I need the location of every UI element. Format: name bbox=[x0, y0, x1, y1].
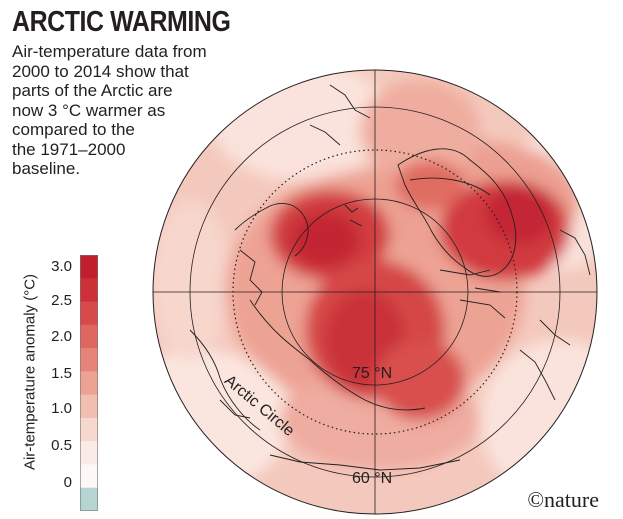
legend-tick: 1.0 bbox=[51, 400, 72, 417]
legend-swatch bbox=[80, 487, 98, 511]
meridians bbox=[153, 70, 597, 514]
legend-swatch bbox=[80, 255, 98, 279]
subtitle: Air-temperature data from 2000 to 2014 s… bbox=[12, 42, 242, 179]
subtitle-line: baseline. bbox=[12, 159, 81, 178]
legend-swatch bbox=[80, 324, 98, 349]
subtitle-line: Air-temperature data from bbox=[12, 42, 207, 61]
subtitle-line: the 1971–2000 bbox=[12, 139, 126, 159]
legend-swatch bbox=[80, 278, 98, 303]
legend-tick: 0.5 bbox=[51, 437, 72, 454]
legend-border bbox=[80, 255, 98, 511]
nature-credit: ©nature bbox=[527, 487, 599, 512]
subtitle-line: now 3 °C warmer as bbox=[12, 100, 166, 120]
legend-swatch bbox=[80, 464, 98, 489]
legend-tick: 2.5 bbox=[51, 292, 72, 309]
legend-swatch bbox=[80, 394, 98, 419]
legend-tick: 1.5 bbox=[51, 365, 72, 382]
legend-swatch bbox=[80, 441, 98, 465]
page-title: ARCTIC WARMING bbox=[12, 6, 231, 38]
legend-swatch bbox=[80, 417, 98, 442]
legend-swatch bbox=[80, 348, 98, 372]
color-scale bbox=[80, 255, 98, 511]
legend-tick: 3.0 bbox=[51, 258, 72, 275]
subtitle-line: compared to the bbox=[12, 120, 135, 139]
legend-title: Air-temperature anomaly (°C) bbox=[21, 273, 39, 471]
subtitle-line: parts of the Arctic are bbox=[12, 81, 173, 100]
legend-swatch bbox=[80, 301, 98, 326]
latitude-label-60: 60 °N bbox=[352, 470, 393, 487]
legend-tick: 2.0 bbox=[51, 328, 72, 345]
latitude-label-75: 75 °N bbox=[352, 365, 393, 382]
legend-tick: 0 bbox=[63, 474, 72, 491]
coastlines bbox=[189, 84, 591, 471]
legend-swatch bbox=[80, 371, 98, 396]
subtitle-line: 2000 to 2014 show that bbox=[12, 61, 189, 81]
